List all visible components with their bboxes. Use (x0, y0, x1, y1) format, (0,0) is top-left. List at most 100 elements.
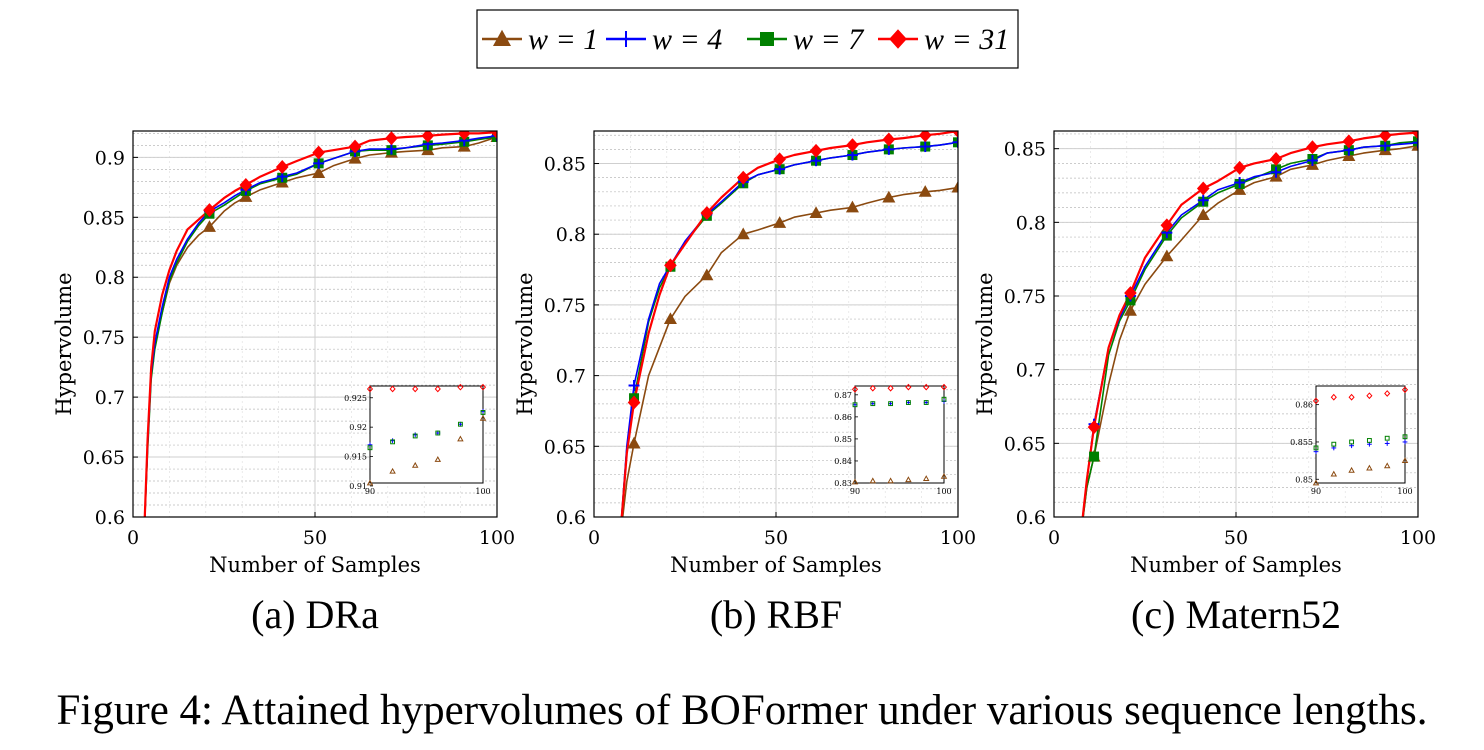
inset-point (940, 383, 948, 391)
inset-point (923, 383, 930, 391)
series-line (143, 131, 497, 517)
legend-label: w = 4 (652, 23, 722, 56)
data-point (809, 143, 823, 158)
inset-x-tick-label: 100 (936, 487, 951, 496)
inset-point (869, 477, 877, 484)
x-tick-label: 100 (479, 527, 515, 549)
data-point (627, 436, 641, 449)
y-tick-label: 0.8 (1016, 212, 1046, 234)
inset-point (457, 383, 464, 391)
inset-point (1366, 392, 1373, 400)
data-point (491, 131, 497, 142)
series-line (620, 141, 958, 517)
legend-entry: w = 7 (747, 23, 865, 56)
inset-point (1366, 438, 1372, 443)
inset-y-tick-label: 0.85 (834, 435, 852, 444)
inset-point (941, 396, 947, 402)
inset-frame (1315, 385, 1406, 484)
data-point (663, 312, 677, 325)
inset-point (940, 472, 948, 479)
legend-label: w = 31 (924, 23, 1009, 56)
data-point (385, 143, 397, 155)
y-axis-label: Hypervolume (513, 272, 537, 415)
inset-point (887, 384, 894, 392)
data-point (664, 258, 677, 273)
data-point (1233, 160, 1246, 175)
y-tick-label: 0.9 (95, 147, 125, 169)
data-point (918, 131, 932, 143)
series-line (1082, 144, 1418, 517)
x-tick-label: 100 (1400, 527, 1436, 549)
data-point (1160, 218, 1174, 233)
inset-point (905, 476, 912, 483)
inset-point (435, 430, 441, 436)
series-group (620, 131, 958, 517)
inset-point (412, 433, 418, 439)
inset: 0.91 0.915 0.92 0.925 90 100 (344, 383, 491, 496)
inset-point (479, 383, 487, 391)
subcaption: (a) DRa (251, 592, 379, 637)
inset-point (457, 421, 463, 427)
legend-marker (759, 31, 774, 46)
subcaption: (b) RBF (710, 592, 842, 637)
data-point (1160, 249, 1174, 262)
inset-y-tick-label: 0.91 (349, 482, 367, 491)
y-tick-label: 0.7 (1016, 360, 1046, 382)
legend-label: w = 1 (528, 23, 598, 56)
inset-frame (854, 385, 945, 484)
x-tick-label: 0 (127, 527, 139, 549)
data-point (1306, 154, 1318, 166)
inset-point (457, 435, 464, 442)
data-point (1269, 152, 1283, 166)
inset-point (1402, 439, 1408, 445)
data-point (1196, 208, 1210, 220)
inset-y-tick-label: 0.83 (834, 479, 852, 488)
data-point (700, 206, 714, 220)
y-tick-label: 0.75 (1004, 286, 1046, 308)
legend-marker (618, 31, 634, 47)
series-line (620, 131, 958, 517)
inset-point (1384, 441, 1390, 446)
data-point (1378, 131, 1392, 143)
x-tick-label: 0 (1048, 527, 1060, 549)
y-tick-label: 0.85 (1004, 139, 1046, 161)
inset-point (923, 400, 929, 405)
inset-point (434, 385, 441, 393)
data-point (773, 216, 787, 228)
data-point (1270, 166, 1282, 178)
inset-point (1401, 457, 1409, 464)
legend-entry: w = 4 (606, 23, 722, 56)
inset-point (367, 442, 373, 448)
inset-y-tick-label: 0.86 (1295, 401, 1313, 410)
inset-y-tick-label: 0.84 (834, 457, 852, 466)
data-point (348, 151, 362, 164)
inset-y-tick-label: 0.855 (1290, 438, 1313, 447)
data-point (700, 268, 714, 281)
y-axis-label: Hypervolume (973, 272, 997, 415)
inset-point (1348, 466, 1355, 473)
y-tick-label: 0.75 (544, 295, 586, 317)
inset-point (1366, 464, 1373, 471)
y-tick-label: 0.85 (544, 154, 586, 176)
chart-panel: 0.6 0.65 0.7 0.75 0.8 0.85 0 50 100 Number of Sam… (973, 130, 1436, 637)
inset-y-tick-label: 0.915 (344, 453, 367, 462)
inset-y-tick-label: 0.92 (349, 423, 367, 432)
data-point (275, 160, 289, 174)
series-line (1082, 140, 1418, 517)
inset-point (1330, 393, 1337, 401)
y-tick-label: 0.75 (83, 327, 125, 349)
inset-point (870, 401, 876, 407)
data-point (385, 131, 398, 146)
x-tick-label: 100 (940, 527, 976, 549)
data-point (312, 145, 325, 160)
inset-point (389, 467, 396, 474)
inset-point (1331, 441, 1337, 447)
x-tick-label: 50 (1224, 527, 1248, 549)
data-point (1089, 451, 1100, 462)
x-axis-label: Number of Samples (209, 553, 421, 577)
inset-point (434, 456, 442, 462)
inset-point (1313, 445, 1319, 451)
inset-x-tick-label: 90 (365, 487, 375, 496)
data-point (952, 136, 958, 148)
